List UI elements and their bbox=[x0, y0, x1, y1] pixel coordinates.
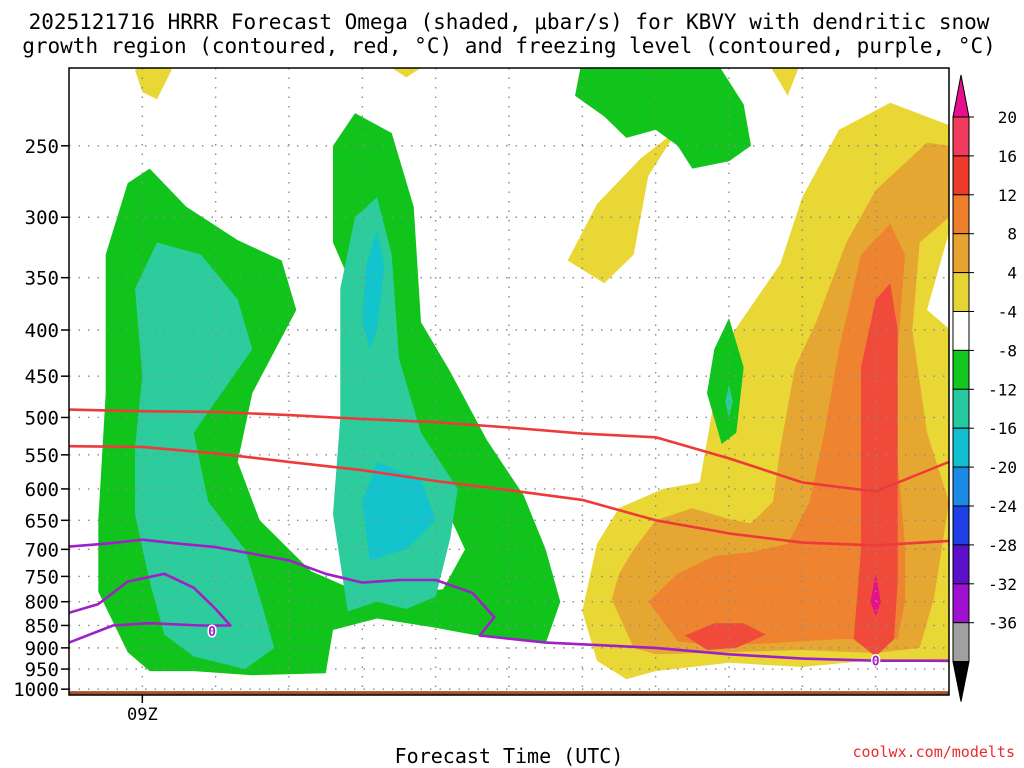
colorbar-label: -12 bbox=[988, 380, 1017, 399]
contour-series-2 bbox=[69, 538, 949, 663]
colorbar-label: -4 bbox=[998, 303, 1017, 322]
colorbar-swatch bbox=[952, 194, 970, 235]
ground-layer bbox=[69, 691, 949, 695]
omega-shading bbox=[98, 68, 1024, 680]
y-tick-label: 500 bbox=[25, 407, 59, 429]
colorbar: 20 16 12 8 4 -4 -8 -12 -16 -20 -24 -28 -32 -36 bbox=[952, 74, 1017, 702]
colorbar-swatch bbox=[952, 116, 970, 157]
colorbar-swatch bbox=[952, 583, 970, 624]
y-tick-label: 350 bbox=[25, 268, 59, 290]
chart-title-line-1: 2025121716 HRRR Forecast Omega (shaded, … bbox=[29, 10, 990, 34]
colorbar-swatch bbox=[952, 155, 970, 196]
colorbar-swatch bbox=[952, 233, 970, 274]
colorbar-swatch bbox=[952, 466, 970, 507]
y-tick-label: 1000 bbox=[13, 679, 59, 701]
omega-cell-g8 bbox=[707, 318, 744, 444]
colorbar-label: 4 bbox=[1007, 264, 1017, 283]
y-tick-label: 800 bbox=[25, 592, 59, 614]
colorbar-label: -24 bbox=[988, 497, 1017, 516]
colorbar-label: -28 bbox=[988, 536, 1017, 555]
colorbar-label: -8 bbox=[998, 341, 1017, 360]
grid-lines bbox=[69, 68, 949, 695]
colorbar-swatch bbox=[952, 349, 970, 390]
omega-cell-y4 bbox=[567, 129, 678, 284]
colorbar-swatch bbox=[952, 505, 970, 546]
omega-cell-o12 bbox=[1008, 599, 1024, 667]
y-tick-label: 700 bbox=[25, 539, 59, 561]
colorbar-bottom-arrow bbox=[952, 661, 970, 702]
ground-fill bbox=[69, 691, 949, 695]
omega-cell-t12 bbox=[135, 242, 275, 670]
y-tick-label: 550 bbox=[25, 445, 59, 467]
plot-frame bbox=[68, 67, 950, 696]
x-axis-label: Forecast Time (UTC) bbox=[395, 744, 624, 768]
x-axis: 18Z17DEC202521Z00Z18DEC03Z06Z09Z bbox=[127, 695, 158, 725]
omega-cell-o12 bbox=[648, 223, 905, 646]
colorbar-top-arrow bbox=[952, 74, 970, 118]
contour-lines bbox=[69, 408, 949, 663]
contour-labels: 000 bbox=[207, 623, 882, 671]
y-tick-label: 850 bbox=[25, 615, 59, 637]
credit-label: coolwx.com/modelts bbox=[852, 743, 1015, 761]
contour-series-1 bbox=[69, 444, 949, 547]
y-tick-label: 600 bbox=[25, 479, 59, 501]
colorbar-swatch bbox=[952, 272, 970, 313]
y-tick-label: 650 bbox=[25, 510, 59, 532]
y-tick-label: 300 bbox=[25, 207, 59, 229]
colorbar-label: 20 bbox=[998, 108, 1017, 127]
y-tick-label: 950 bbox=[25, 659, 59, 681]
colorbar-swatch bbox=[952, 311, 970, 351]
chart-title-line-2: growth region (contoured, red, °C) and f… bbox=[22, 34, 996, 58]
y-tick-label: 250 bbox=[25, 136, 59, 158]
y-tick-label: 450 bbox=[25, 366, 59, 388]
omega-cell-r16 bbox=[685, 623, 766, 650]
contour-series-0 bbox=[69, 408, 949, 493]
omega-cell-c16 bbox=[362, 230, 385, 350]
colorbar-swatch bbox=[952, 544, 970, 585]
colorbar-label: 8 bbox=[1007, 225, 1017, 244]
omega-cell-y4 bbox=[135, 68, 172, 100]
colorbar-label: -20 bbox=[988, 458, 1017, 477]
colorbar-label: -16 bbox=[988, 419, 1017, 438]
omega-cell-mag bbox=[870, 573, 881, 617]
colorbar-swatch bbox=[952, 427, 970, 468]
y-tick-label: 400 bbox=[25, 320, 59, 342]
y-axis: 2503003504004505005506006507007508008509… bbox=[13, 136, 69, 701]
chart-title: 2025121716 HRRR Forecast Omega (shaded, … bbox=[22, 10, 996, 58]
colorbar-swatch bbox=[952, 388, 970, 429]
y-tick-label: 750 bbox=[25, 566, 59, 588]
colorbar-label: 16 bbox=[998, 147, 1017, 166]
colorbar-swatch bbox=[952, 622, 970, 663]
omega-cell-y4 bbox=[391, 68, 421, 78]
omega-cell-c16 bbox=[362, 461, 436, 561]
colorbar-label: -32 bbox=[988, 575, 1017, 594]
colorbar-label: 12 bbox=[998, 186, 1017, 205]
omega-cell-y4 bbox=[771, 68, 799, 96]
contour-label: 0 bbox=[872, 655, 880, 670]
y-tick-label: 900 bbox=[25, 638, 59, 660]
x-tick-label: 09Z bbox=[127, 705, 158, 725]
omega-cell-g8 bbox=[575, 68, 751, 169]
contour-series-3 bbox=[69, 572, 232, 644]
colorbar-label: -36 bbox=[988, 614, 1017, 633]
contour-label: 0 bbox=[208, 625, 216, 640]
